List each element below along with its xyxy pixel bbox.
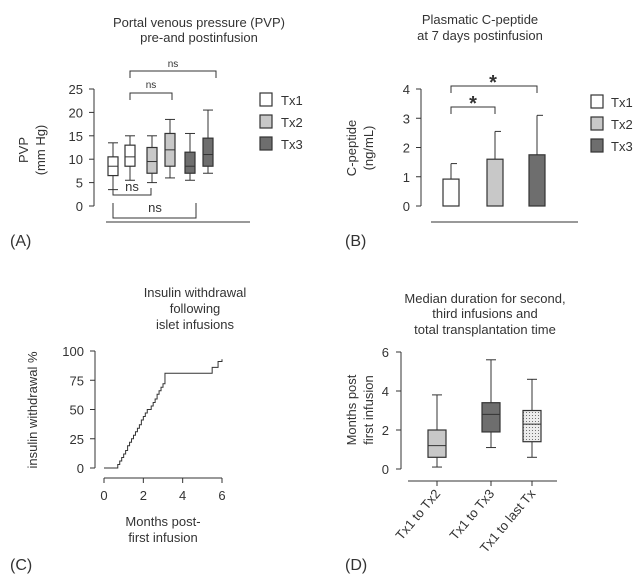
- panel-a-annotation-ns-3: ns: [125, 179, 139, 194]
- panel-c-y-label: insulin withdrawal %: [25, 351, 40, 468]
- panel-a-box-tx2-1-box: [146, 146, 158, 174]
- panel-d-box-2-box: [481, 402, 501, 433]
- panel-a-y-tick-label: 20: [69, 105, 83, 120]
- panel-a-bracket-bottom: [112, 203, 197, 219]
- panel-b-y-label-line-2: (ng/mL): [361, 126, 376, 171]
- panel-a-annotation-ns-4: ns: [148, 200, 162, 215]
- panel-d-title-line-1: Median duration for second,: [404, 291, 565, 306]
- panel-b-bar-tx1: [442, 178, 460, 207]
- panel-c-x-tick-label: 4: [179, 488, 186, 503]
- panel-c-title-line-1: Insulin withdrawal: [144, 285, 247, 300]
- panel-c-x-label-line-1: Months post-: [125, 514, 200, 529]
- panel-d-title-line-3: total transplantation time: [414, 322, 556, 337]
- panel-a-annotation-ns-1: ns: [168, 59, 179, 70]
- panel-c-y-tick-label: 100: [62, 344, 84, 359]
- panel-b-legend-swatch-tx2: [590, 116, 604, 131]
- panel-a-legend-label-tx3: Tx3: [281, 137, 303, 152]
- panel-d-chart: Median duration for second,third infusio…: [344, 291, 566, 574]
- panel-b-title-line-2: at 7 days postinfusion: [417, 28, 543, 43]
- panel-d-y-label-line-1: Months post: [344, 374, 359, 445]
- panel-c-x-tick-label: 0: [100, 488, 107, 503]
- panel-a-legend-label-tx1: Tx1: [281, 93, 303, 108]
- panel-c-x-tick-label: 2: [140, 488, 147, 503]
- panel-c-label: (C): [10, 557, 32, 574]
- panel-d-box-1-box: [427, 429, 447, 458]
- panel-a-chart: Portal venous pressure (PVP)pre-and post…: [10, 15, 303, 250]
- panel-a-bracket-lower: [112, 188, 152, 196]
- panel-a-legend-swatch-tx2: [259, 114, 273, 129]
- panel-c-y-tick-label: 50: [70, 403, 84, 418]
- panel-b-legend-swatch-tx3: [590, 138, 604, 153]
- panel-a-legend-swatch-tx3: [259, 136, 273, 151]
- panel-c-y-tick-label: 75: [70, 373, 84, 388]
- panel-c-title-line-2: following: [170, 301, 221, 316]
- panel-c-title-line-3: islet infusions: [156, 317, 235, 332]
- panel-a-annotation-ns-2: ns: [146, 80, 157, 91]
- panel-b-y-tick-label: 2: [403, 141, 410, 156]
- panel-a-title-line-2: pre-and postinfusion: [140, 30, 258, 45]
- panel-a-legend-label-tx2: Tx2: [281, 115, 303, 130]
- panel-b-y-tick-label: 1: [403, 170, 410, 185]
- panel-c-y-tick-label: 25: [70, 432, 84, 447]
- panel-a-y-label-line-2: (mm Hg): [33, 125, 48, 176]
- panel-a-bracket-upper: [129, 92, 173, 100]
- panel-d-title-line-2: third infusions and: [432, 306, 538, 321]
- panel-d-label: (D): [345, 557, 367, 574]
- panel-d-y-label-line-2: first infusion: [361, 375, 376, 444]
- panel-b-legend-label-tx1: Tx1: [611, 95, 633, 110]
- panel-c-series-line: [104, 359, 223, 469]
- panel-b-bar-tx3: [528, 154, 546, 207]
- panel-a-box-tx3-2-box: [202, 137, 214, 167]
- panel-a-title-line-1: Portal venous pressure (PVP): [113, 15, 285, 30]
- panel-c-x-tick-label: 6: [218, 488, 225, 503]
- panel-d-x-tick-label-1: Tx1 to Tx2: [392, 486, 443, 543]
- panel-b-legend-swatch-tx1: [590, 94, 604, 109]
- panel-a-label: (A): [10, 233, 31, 250]
- panel-b-bracket-2: [450, 85, 538, 93]
- panel-a-y-tick-label: 15: [69, 129, 83, 144]
- panel-b-y-tick-label: 3: [403, 111, 410, 126]
- panel-b-legend-label-tx2: Tx2: [611, 117, 633, 132]
- panel-b-y-tick-label: 4: [403, 82, 410, 97]
- panel-b-annotation-star-1: *: [469, 93, 477, 115]
- panel-a-legend-swatch-tx1: [259, 92, 273, 107]
- panel-a-y-tick-label: 5: [76, 176, 83, 191]
- panel-b-label: (B): [345, 233, 366, 250]
- panel-b-y-tick-label: 0: [403, 199, 410, 214]
- panel-a-y-tick-label: 10: [69, 152, 83, 167]
- panel-a-bracket-top: [129, 70, 217, 78]
- panel-c-y-tick-label: 0: [77, 461, 84, 476]
- panel-a-y-tick-label: 25: [69, 82, 83, 97]
- panel-d-y-tick-label: 6: [382, 345, 389, 360]
- panel-c-x-label-line-2: first infusion: [128, 530, 197, 545]
- panel-b-bar-tx2: [486, 158, 504, 207]
- panel-d-y-tick-label: 4: [382, 384, 389, 399]
- panel-d-y-tick-label: 2: [382, 423, 389, 438]
- panel-a-y-tick-label: 0: [76, 199, 83, 214]
- panel-b-legend-label-tx3: Tx3: [611, 139, 633, 154]
- panel-b-y-label-line-1: C-peptide: [344, 120, 359, 176]
- panel-b-bracket-1: [450, 106, 496, 114]
- panel-b-annotation-star-2: *: [489, 72, 497, 94]
- panel-d-box-3-box: [522, 409, 542, 443]
- panel-a-y-label-line-1: PVP: [16, 137, 31, 163]
- panel-b-title-line-1: Plasmatic C-peptide: [422, 12, 538, 27]
- panel-d-y-tick-label: 0: [382, 462, 389, 477]
- panel-a-box-tx3-1-box: [184, 151, 196, 174]
- panel-a-box-tx1-2-box: [124, 144, 136, 167]
